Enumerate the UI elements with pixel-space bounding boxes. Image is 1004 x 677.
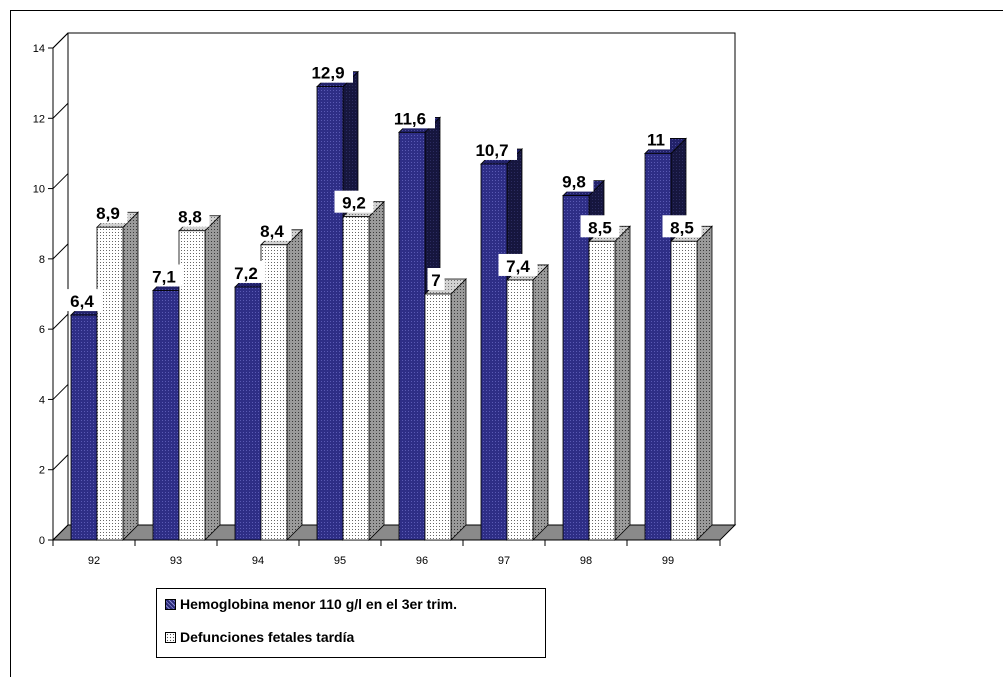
bar-defunciones-97-front: [506, 279, 534, 541]
data-label-defunciones-97: 7,4: [506, 257, 530, 276]
data-label-bg: [467, 137, 517, 160]
data-label-bg: [642, 127, 670, 150]
data-labels: 6,4 8,9 7,1 8,8 7,2 8,4 12,9 9,2 11,6 7 10,7 7,4 9,8…: [62, 60, 702, 312]
data-label-bg: [252, 218, 292, 241]
legend-label-hemoglobina: Hemoglobina menor 110 g/l en el 3er trim…: [180, 596, 457, 612]
y-tick-depth: [52, 243, 69, 260]
data-label-bg: [226, 260, 266, 283]
bar-defunciones-92-side: [122, 211, 139, 541]
data-label-bg: [334, 190, 374, 213]
data-label-bg: [427, 268, 445, 290]
x-tick-label: 94: [252, 555, 264, 567]
y-tick-label: 6: [39, 324, 45, 336]
y-tick-depth: [52, 454, 69, 471]
data-label-defunciones-92: 8,9: [96, 204, 120, 223]
bar-hemoglobina-93-front: [152, 290, 180, 541]
data-label-hemoglobina-94: 7,2: [234, 264, 258, 283]
bar-hemoglobina-96-front: [398, 131, 426, 541]
bar-defunciones-92-front: [96, 226, 124, 541]
y-tick-label: 14: [33, 43, 45, 55]
bar-defunciones-99: [670, 225, 713, 541]
bar-defunciones-94: [260, 228, 303, 541]
bar-defunciones-96-front: [424, 293, 452, 541]
bar-defunciones-95: [342, 200, 385, 541]
bar-defunciones-97: [506, 263, 549, 541]
legend-item-hemoglobina: Hemoglobina menor 110 g/l en el 3er trim…: [165, 596, 457, 612]
bar-defunciones-92: [96, 211, 139, 541]
bar-hemoglobina-94-front: [234, 286, 262, 541]
data-label-bg: [303, 60, 353, 83]
data-label-bg: [662, 215, 702, 238]
x-tick-label: 92: [88, 555, 100, 567]
data-label-hemoglobina-93: 7,1: [152, 267, 176, 286]
data-label-bg: [498, 253, 538, 276]
data-label-bg: [144, 264, 184, 287]
bar-defunciones-94-side: [286, 228, 303, 541]
bar-defunciones-98: [588, 225, 631, 541]
data-label-defunciones-98: 8,5: [588, 218, 612, 237]
y-tick-depth: [52, 173, 69, 189]
data-label-hemoglobina-97: 10,7: [475, 141, 508, 160]
data-label-bg: [62, 289, 102, 312]
bar-defunciones-98-side: [614, 225, 631, 541]
data-label-defunciones-94: 8,4: [260, 222, 284, 241]
data-label-bg: [580, 215, 620, 238]
data-label-defunciones-93: 8,8: [178, 208, 202, 227]
data-label-hemoglobina-99: 11: [647, 130, 665, 149]
y-tick-label: 10: [33, 184, 45, 196]
data-label-bg: [88, 201, 128, 224]
y-tick-depth: [52, 384, 69, 400]
bar-defunciones-93-side: [204, 214, 221, 541]
bar-hemoglobina-99-front: [644, 153, 672, 541]
y-tick-depth: [52, 32, 69, 49]
data-label-hemoglobina-92: 6,4: [70, 292, 94, 311]
x-tick-label: 97: [498, 555, 510, 567]
bar-defunciones-95-front: [342, 216, 370, 541]
bar-defunciones-99-side: [696, 225, 713, 541]
bar-defunciones-93: [178, 214, 221, 541]
bar-hemoglobina-97-front: [480, 163, 508, 541]
legend-swatch-defunciones: [165, 631, 176, 643]
legend-item-defunciones: Defunciones fetales tardía: [165, 629, 354, 645]
bars: [70, 70, 713, 541]
y-tick-label: 8: [39, 254, 45, 266]
data-label-defunciones-96: 7: [431, 271, 440, 290]
bar-defunciones-94-front: [260, 244, 288, 541]
bar-hemoglobina-95-front: [316, 86, 344, 541]
bar-defunciones-96: [424, 278, 467, 541]
y-tick-label: 2: [39, 465, 45, 477]
legend: Hemoglobina menor 110 g/l en el 3er trim…: [156, 588, 546, 658]
bar-defunciones-98-front: [588, 240, 616, 541]
bar-defunciones-95-side: [368, 200, 385, 541]
data-label-defunciones-95: 9,2: [342, 194, 366, 213]
chart-frame: [10, 10, 1003, 677]
y-tick-label: 0: [39, 535, 45, 547]
x-tick-label: 95: [334, 555, 346, 567]
bar-defunciones-99-front: [670, 240, 698, 541]
bar-defunciones-96-side: [450, 278, 467, 541]
x-tick-label: 99: [662, 555, 674, 567]
y-tick-depth: [52, 524, 69, 541]
legend-swatch-hemoglobina: [165, 598, 176, 610]
data-label-hemoglobina-96: 11,6: [394, 109, 426, 128]
data-label-hemoglobina-95: 12,9: [311, 64, 344, 83]
legend-label-defunciones: Defunciones fetales tardía: [180, 629, 355, 645]
x-tick-label: 93: [170, 555, 182, 567]
bar-defunciones-97-side: [532, 263, 549, 541]
data-label-hemoglobina-98: 9,8: [562, 173, 586, 192]
data-label-bg: [385, 106, 435, 129]
bar-hemoglobina-92-front: [70, 314, 98, 541]
y-tick-label: 4: [39, 394, 45, 406]
data-label-bg: [554, 169, 594, 192]
y-tick-depth: [52, 102, 69, 119]
y-tick-depth: [52, 313, 69, 330]
data-label-bg: [170, 204, 210, 227]
x-tick-label: 96: [416, 555, 428, 567]
data-label-defunciones-99: 8,5: [670, 218, 694, 237]
x-tick-label: 98: [580, 555, 592, 567]
y-tick-label: 12: [33, 113, 45, 125]
bar-hemoglobina-98-front: [562, 195, 590, 541]
